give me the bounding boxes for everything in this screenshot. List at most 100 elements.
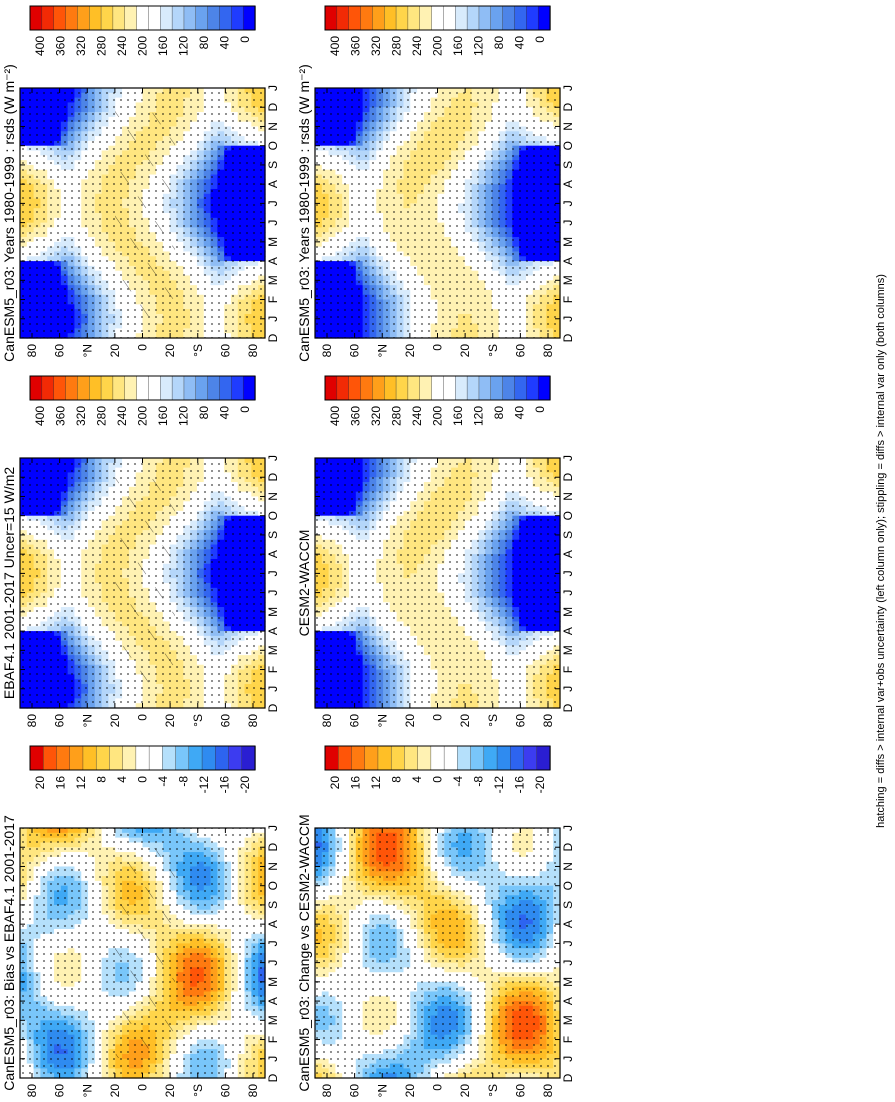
- colorbar-tick-label: 80: [197, 36, 211, 50]
- month-tick-label: J: [561, 316, 575, 322]
- colorbar-tick-label: 160: [156, 36, 170, 56]
- colorbar-swatch: [537, 5, 551, 31]
- colorbar-swatch: [514, 5, 528, 31]
- colorbar-swatch: [466, 5, 480, 31]
- colorbar-tick-label: 40: [512, 36, 526, 50]
- month-tick-label: S: [266, 161, 280, 169]
- month-tick-label: D: [266, 333, 280, 342]
- lat-tick-label: 60: [53, 344, 67, 358]
- colorbar-swatch: [502, 5, 516, 31]
- colorbar-swatch: [348, 5, 362, 31]
- colorbar-tick-label: 360: [54, 36, 68, 56]
- month-tick-label: A: [266, 257, 280, 265]
- colorbar-swatch: [195, 5, 209, 31]
- month-tick-label: M: [561, 275, 575, 285]
- colorbar-swatch: [207, 5, 221, 31]
- month-tick-label: D: [561, 103, 575, 112]
- colorbar-swatch: [148, 5, 161, 31]
- colorbar-tick-label: 0: [238, 36, 252, 43]
- colorbar-swatch: [336, 5, 350, 31]
- lat-tick-label: 20: [163, 344, 177, 358]
- lat-tick-label: °N: [375, 344, 389, 357]
- month-tick-label: F: [561, 296, 575, 303]
- lat-tick-label: 0: [431, 344, 445, 351]
- colorbar-tick-label: 200: [431, 36, 445, 56]
- colorbar: 400 360 320 280 240 200 160 120 80 40 0: [324, 5, 551, 56]
- lat-tick-label: 80: [25, 344, 39, 358]
- colorbar-tick-label: 240: [115, 36, 129, 56]
- colorbar-swatch: [41, 5, 55, 31]
- month-tick-label: N: [266, 122, 280, 131]
- colorbar-frame: [29, 5, 256, 31]
- month-tick-label: M: [266, 237, 280, 247]
- colorbar-swatch: [100, 5, 114, 31]
- lat-tick-label: 80: [246, 344, 260, 358]
- lat-tick-label: °S: [191, 344, 205, 357]
- colorbar-swatch: [455, 5, 468, 31]
- lat-tick-label: 60: [218, 344, 232, 358]
- month-tick-label: M: [561, 237, 575, 247]
- colorbar-frame: [324, 5, 551, 31]
- colorbar-swatch: [384, 5, 397, 31]
- month-tick-label: O: [561, 141, 575, 150]
- colorbar-tick-label: 400: [328, 36, 342, 56]
- stippling-overlay: [315, 88, 560, 338]
- colorbar-swatch: [395, 5, 409, 31]
- colorbar-tick-label: 200: [136, 36, 150, 56]
- colorbar-swatch: [478, 5, 492, 31]
- colorbar-swatch: [419, 5, 433, 31]
- lat-tick-label: °N: [80, 344, 94, 357]
- colorbar-tick-label: 0: [533, 36, 547, 43]
- lat-tick-label: °S: [486, 344, 500, 357]
- colorbar-swatch: [160, 5, 173, 31]
- colorbar-swatch: [219, 5, 233, 31]
- month-tick-label: J: [266, 200, 280, 206]
- colorbar-swatch: [77, 5, 90, 31]
- colorbar-swatch: [171, 5, 185, 31]
- lat-tick-label: 20: [108, 344, 122, 358]
- lat-tick-label: 60: [513, 344, 527, 358]
- month-tick-label: J: [561, 85, 575, 91]
- lat-tick-label: 80: [320, 344, 334, 358]
- colorbar-swatch: [324, 5, 338, 31]
- month-tick-label: J: [561, 220, 575, 226]
- colorbar-swatch: [53, 5, 67, 31]
- colorbar-swatch: [231, 5, 244, 31]
- month-tick-label: O: [266, 141, 280, 150]
- month-tick-label: M: [266, 275, 280, 285]
- colorbar-tick-label: 320: [74, 36, 88, 56]
- colorbar-tick-label: 120: [471, 36, 485, 56]
- colorbar-swatch: [136, 5, 150, 31]
- panel-title: CanESM5_r03: Years 1980-1999 : rsds (W m…: [296, 64, 312, 362]
- colorbar-tick-label: 360: [349, 36, 363, 56]
- colorbar-tick-label: 280: [95, 36, 109, 56]
- colorbar-tick-label: 320: [369, 36, 383, 56]
- month-tick-label: N: [561, 122, 575, 131]
- month-tick-label: A: [561, 257, 575, 265]
- colorbar-tick-label: 280: [390, 36, 404, 56]
- month-tick-label: D: [266, 103, 280, 112]
- colorbar-swatch: [112, 5, 126, 31]
- colorbar-swatch: [490, 5, 504, 31]
- month-tick-label: J: [266, 316, 280, 322]
- month-tick-label: D: [561, 333, 575, 342]
- colorbar-tick-label: 120: [176, 36, 190, 56]
- month-tick-label: S: [561, 161, 575, 169]
- month-tick-label: A: [561, 180, 575, 188]
- lat-tick-label: 20: [403, 344, 417, 358]
- month-tick-label: J: [266, 85, 280, 91]
- colorbar-swatch: [372, 5, 385, 31]
- colorbar-tick-label: 40: [217, 36, 231, 50]
- colorbar-swatch: [242, 5, 256, 31]
- colorbar-swatch: [65, 5, 79, 31]
- panel-title: CanESM5_r03: Years 1980-1999 : rsds (W m…: [1, 64, 17, 362]
- colorbar-swatch: [183, 5, 197, 31]
- colorbar-swatch: [89, 5, 102, 31]
- colorbar: 400 360 320 280 240 200 160 120 80 40 0: [29, 5, 256, 56]
- hatching-overlay: [115, 108, 175, 318]
